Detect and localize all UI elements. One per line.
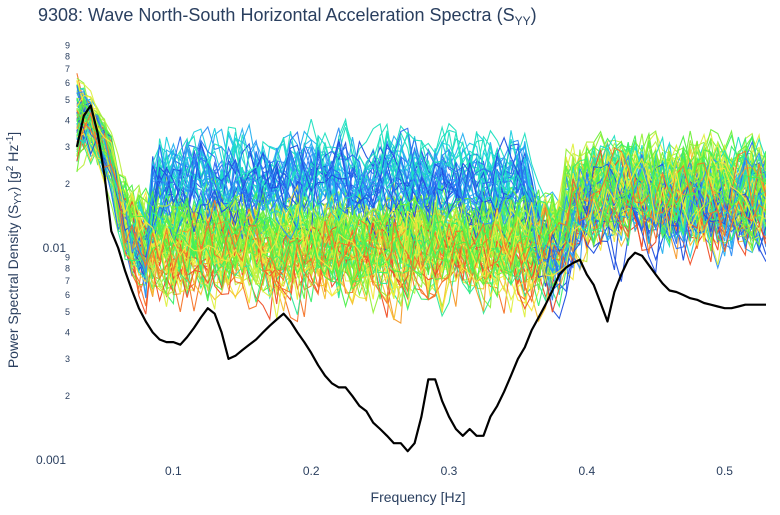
y-minor-tick-label: 5 [65, 307, 70, 317]
ensemble-series-line [76, 107, 766, 311]
x-tick-label: 0.3 [441, 464, 458, 478]
y-minor-tick-label: 7 [65, 64, 70, 74]
ensemble-series-line [76, 107, 766, 297]
y-minor-tick-label: 9 [65, 41, 70, 51]
y-tick-label: 0.001 [36, 453, 66, 467]
y-minor-tick-label: 9 [65, 253, 70, 263]
plot-area [75, 73, 766, 453]
mean-series-line [75, 104, 766, 453]
y-minor-tick-label: 7 [65, 276, 70, 286]
x-tick-label: 0.2 [303, 464, 320, 478]
y-minor-tick-label: 6 [65, 78, 70, 88]
y-minor-tick-label: 8 [65, 264, 70, 274]
ensemble-lines [76, 73, 766, 325]
ensemble-series-line [76, 114, 766, 302]
y-minor-tick-label: 2 [65, 391, 70, 401]
y-minor-tick-label: 6 [65, 290, 70, 300]
y-minor-tick-label: 2 [65, 179, 70, 189]
x-axis-title: Frequency [Hz] [371, 489, 466, 505]
ensemble-series-line [76, 94, 766, 312]
ensemble-series-line [76, 108, 766, 287]
y-minor-tick-label: 4 [65, 115, 70, 125]
y-minor-tick-label: 3 [65, 354, 70, 364]
ensemble-series-line [76, 105, 766, 286]
chart-title: 9308: Wave North-South Horizontal Accele… [38, 5, 537, 28]
x-tick-label: 0.1 [165, 464, 182, 478]
ensemble-series-line [76, 105, 766, 282]
y-minor-tick-label: 3 [65, 142, 70, 152]
x-tick-label: 0.5 [716, 464, 733, 478]
y-minor-tick-label: 8 [65, 52, 70, 62]
y-minor-tick-label: 5 [65, 95, 70, 105]
y-axis-title: Power Spectral Density (SYY) [g2 Hz-1] [5, 132, 24, 368]
y-minor-tick-label: 4 [65, 327, 70, 337]
x-tick-label: 0.4 [578, 464, 595, 478]
y-tick-label: 0.01 [43, 241, 67, 255]
x-axis: 0.1 0.2 0.3 0.4 0.5 [165, 464, 733, 478]
ensemble-series-line [76, 99, 766, 309]
